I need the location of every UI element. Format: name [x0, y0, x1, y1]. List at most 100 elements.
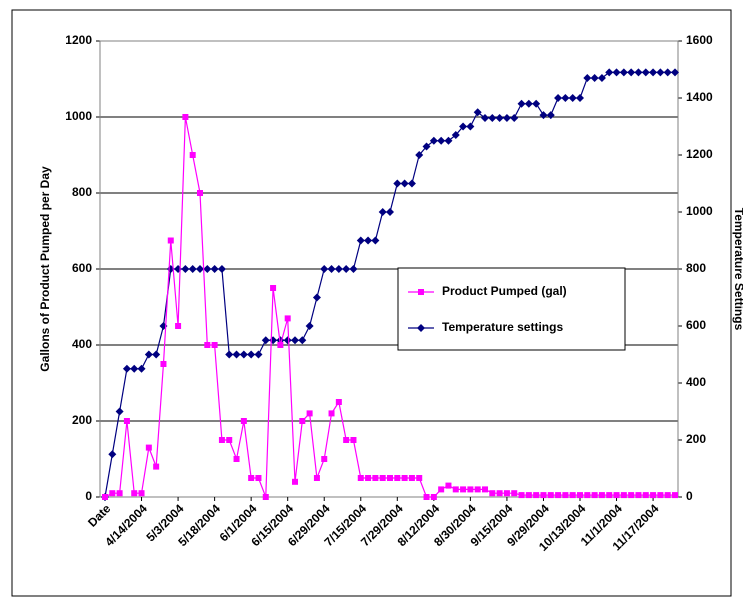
data-point	[189, 152, 196, 158]
data-point	[248, 475, 255, 481]
data-point	[620, 492, 627, 499]
data-point	[217, 265, 226, 273]
data-point	[379, 475, 386, 481]
data-point	[254, 350, 263, 359]
legend-box	[397, 267, 626, 351]
data-point	[511, 490, 518, 497]
y-tick-label: 800	[72, 185, 92, 199]
data-point	[210, 265, 219, 273]
data-point	[261, 336, 270, 345]
data-point	[312, 293, 321, 302]
legend-label: Product Pumped (gal)	[442, 284, 567, 298]
data-point	[547, 492, 554, 499]
data-point	[320, 265, 329, 273]
data-point	[387, 475, 393, 481]
data-point	[539, 111, 548, 120]
data-point	[283, 336, 292, 345]
data-point	[305, 322, 314, 330]
data-point	[459, 122, 468, 131]
data-point	[422, 142, 431, 151]
data-point	[532, 99, 541, 108]
data-point	[525, 492, 532, 499]
y-tick-label: 400	[72, 337, 92, 351]
x-tick-label: Date	[85, 501, 114, 530]
data-point	[188, 265, 197, 273]
data-point	[255, 475, 262, 481]
y2-tick-label: 0	[686, 489, 693, 503]
data-point	[218, 437, 225, 443]
data-point	[174, 265, 183, 273]
data-point	[430, 494, 437, 500]
data-point	[416, 475, 423, 481]
data-point	[365, 475, 372, 481]
data-point	[546, 111, 555, 120]
data-point	[438, 486, 445, 493]
data-point	[122, 364, 131, 373]
y2-tick-label: 1400	[686, 90, 713, 104]
data-point	[473, 108, 482, 117]
data-point	[131, 490, 138, 497]
data-point	[299, 418, 306, 424]
y2-tick-label: 200	[686, 432, 706, 446]
data-point	[284, 315, 291, 322]
data-point	[482, 486, 488, 493]
data-point	[657, 492, 664, 499]
data-point	[474, 486, 481, 493]
legend-marker	[418, 289, 424, 295]
data-point	[562, 492, 569, 499]
data-point	[641, 68, 650, 77]
data-point	[152, 350, 161, 359]
y2-tick-label: 1600	[686, 33, 713, 47]
data-point	[167, 237, 174, 244]
data-point	[510, 113, 519, 122]
data-point	[175, 323, 182, 329]
data-point	[467, 486, 474, 493]
y2-tick-label: 800	[686, 261, 706, 275]
data-point	[576, 94, 584, 102]
data-point	[517, 99, 526, 108]
frame	[11, 9, 732, 597]
data-point	[649, 68, 658, 77]
data-point	[415, 151, 424, 159]
y-tick-label: 200	[72, 413, 92, 427]
data-point	[642, 492, 649, 499]
data-point	[606, 492, 613, 499]
data-point	[429, 136, 438, 145]
data-point	[394, 475, 401, 481]
data-point	[401, 475, 408, 481]
data-point	[407, 179, 416, 188]
data-point	[555, 492, 562, 499]
y-tick-label: 1000	[65, 109, 92, 123]
data-point	[349, 265, 358, 273]
data-point	[495, 113, 504, 122]
data-point	[138, 490, 145, 497]
data-point	[291, 336, 299, 345]
data-point	[144, 350, 153, 359]
data-point	[343, 437, 350, 443]
data-point	[115, 407, 124, 416]
data-point	[262, 494, 269, 500]
data-point	[335, 399, 342, 405]
y2-tick-label: 400	[686, 375, 706, 389]
data-point	[364, 236, 373, 245]
data-point	[612, 68, 621, 77]
data-point	[160, 361, 167, 367]
y2-axis-label: Temperature Settings	[732, 208, 743, 331]
data-point	[203, 265, 212, 273]
data-point	[598, 492, 605, 499]
data-point	[533, 492, 540, 499]
data-point	[524, 99, 533, 108]
data-point	[225, 350, 234, 359]
data-point	[233, 456, 240, 462]
data-point	[371, 236, 380, 245]
y2-tick-label: 1200	[686, 147, 713, 161]
data-point	[182, 114, 189, 120]
data-point	[393, 179, 402, 188]
data-point	[342, 265, 351, 273]
data-point	[605, 68, 614, 77]
data-point	[590, 74, 599, 83]
legend-label: Temperature settings	[442, 320, 563, 334]
data-point	[277, 342, 284, 348]
data-point	[568, 94, 577, 102]
data-point	[437, 136, 446, 145]
